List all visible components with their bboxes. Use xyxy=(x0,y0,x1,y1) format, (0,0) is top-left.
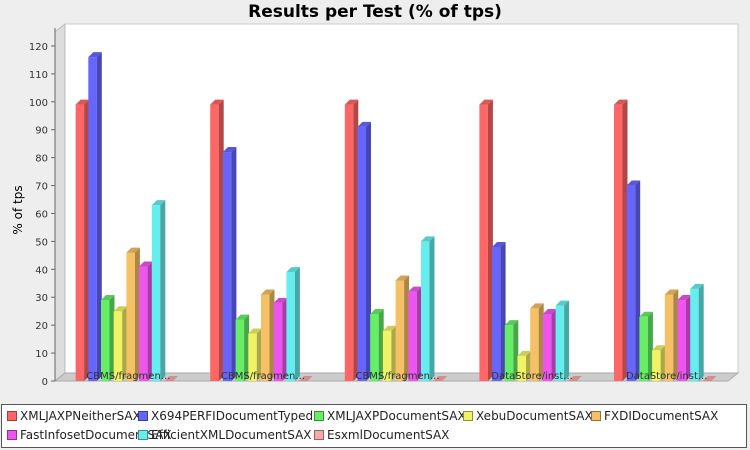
bar xyxy=(614,99,628,381)
bar xyxy=(421,236,435,381)
bar xyxy=(492,241,506,381)
legend-swatch xyxy=(314,410,324,421)
bar xyxy=(395,275,410,381)
legend-item: FXDIDocumentSAX xyxy=(591,408,718,424)
bar xyxy=(151,200,166,381)
x-axis-labels: CBMS/fragmen... CBMS/fragmen... CBMS/fragm… xyxy=(86,371,707,382)
bar xyxy=(344,99,359,381)
bar xyxy=(568,376,582,381)
bar xyxy=(370,308,384,381)
y-axis-label: % of tps xyxy=(11,185,25,234)
y-tick-label: 30 xyxy=(35,293,48,304)
y-tick-label: 120 xyxy=(29,42,48,53)
y-tick-label: 70 xyxy=(35,182,48,193)
bar xyxy=(652,345,666,381)
legend-label: EsxmlDocumentSAX xyxy=(327,428,450,442)
bar xyxy=(408,286,422,381)
y-tick-label: 50 xyxy=(35,237,48,248)
y-tick-label: 100 xyxy=(29,98,48,109)
chart-plot: 0 10 20 30 40 50 60 70 80 90 100 110 120 CBMS/fragme… xyxy=(11,22,740,388)
bar xyxy=(299,376,313,381)
bar xyxy=(286,267,300,381)
legend-item: XebuDocumentSAX xyxy=(463,408,593,424)
y-tick-label: 60 xyxy=(35,209,48,220)
x-tick-label: DataStore/inst... xyxy=(626,371,707,382)
bar xyxy=(626,180,641,381)
bar xyxy=(690,283,704,381)
bar xyxy=(504,320,519,381)
bar xyxy=(75,99,90,381)
legend-label: XMLJAXPNeitherSAX xyxy=(20,409,141,423)
bar xyxy=(433,376,448,381)
bar xyxy=(88,52,102,382)
y-tick-label: 10 xyxy=(35,349,48,360)
x-tick-label: CBMS/fragmen... xyxy=(221,371,305,382)
bar xyxy=(517,350,531,381)
bar xyxy=(479,99,493,381)
bar xyxy=(382,325,397,381)
legend-label: XebuDocumentSAX xyxy=(476,409,593,423)
y-axis: 0 10 20 30 40 50 60 70 80 90 100 110 120 xyxy=(29,28,56,388)
legend-item: XMLJAXPNeitherSAX xyxy=(7,408,141,424)
legend-label: X694PERFIDocumentTyped xyxy=(151,409,314,423)
bar xyxy=(139,261,153,381)
bar xyxy=(126,247,140,381)
bar xyxy=(677,295,691,381)
y-tick-label: 90 xyxy=(35,126,48,137)
bar xyxy=(248,328,262,381)
legend-label: FastInfosetDocumentSAX xyxy=(20,428,172,442)
legend-item: XMLJAXPDocumentSAX xyxy=(314,408,466,424)
legend-item: EfficientXMLDocumentSAX xyxy=(138,427,312,443)
bar xyxy=(555,300,570,381)
bar xyxy=(639,311,653,381)
bar xyxy=(164,376,178,381)
legend-item: EsxmlDocumentSAX xyxy=(314,427,449,443)
x-tick-label: CBMS/fragmen... xyxy=(86,371,170,382)
y-tick-label: 20 xyxy=(35,321,48,332)
bar xyxy=(542,308,557,381)
legend-label: FXDIDocumentSAX xyxy=(604,409,719,423)
bar xyxy=(530,303,544,381)
bar xyxy=(664,289,679,381)
legend-swatch xyxy=(463,410,473,421)
legend-item: FastInfosetDocumentSAX xyxy=(7,427,172,443)
bar xyxy=(702,376,717,381)
y-tick-label: 80 xyxy=(35,154,48,165)
x-tick-label: CBMS/fragmen... xyxy=(355,371,439,382)
left-wall xyxy=(54,22,66,383)
legend-item: X694PERFIDocumentTyped xyxy=(138,408,313,424)
y-tick-label: 110 xyxy=(29,70,48,81)
legend-label: XMLJAXPDocumentSAX xyxy=(327,409,466,423)
bar xyxy=(210,99,224,381)
legend-swatch xyxy=(314,429,324,440)
x-tick-label: DataStore/inst... xyxy=(491,371,572,382)
y-tick-label: 0 xyxy=(42,377,48,388)
legend-swatch xyxy=(7,410,17,421)
bar xyxy=(261,289,275,381)
legend-swatch xyxy=(138,410,148,421)
legend: XMLJAXPNeitherSAX X694PERFIDocumentTyped X… xyxy=(1,404,747,448)
bar xyxy=(273,297,288,381)
bars xyxy=(75,52,717,382)
bar xyxy=(101,295,115,381)
bar xyxy=(113,306,128,381)
y-tick-label: 40 xyxy=(35,265,48,276)
legend-swatch xyxy=(7,429,17,440)
bar xyxy=(357,121,371,381)
legend-swatch xyxy=(138,429,148,440)
legend-label: EfficientXMLDocumentSAX xyxy=(151,428,312,442)
bar xyxy=(235,314,250,381)
legend-swatch xyxy=(591,410,601,421)
bar xyxy=(222,147,237,381)
chart-title: Results per Test (% of tps) xyxy=(248,2,502,22)
